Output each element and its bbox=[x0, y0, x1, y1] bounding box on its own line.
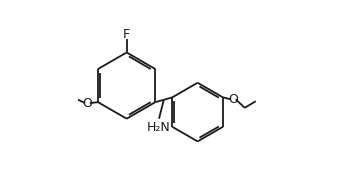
Text: O: O bbox=[83, 97, 92, 110]
Text: H₂N: H₂N bbox=[147, 121, 171, 134]
Text: O: O bbox=[228, 93, 238, 106]
Text: F: F bbox=[123, 28, 130, 41]
